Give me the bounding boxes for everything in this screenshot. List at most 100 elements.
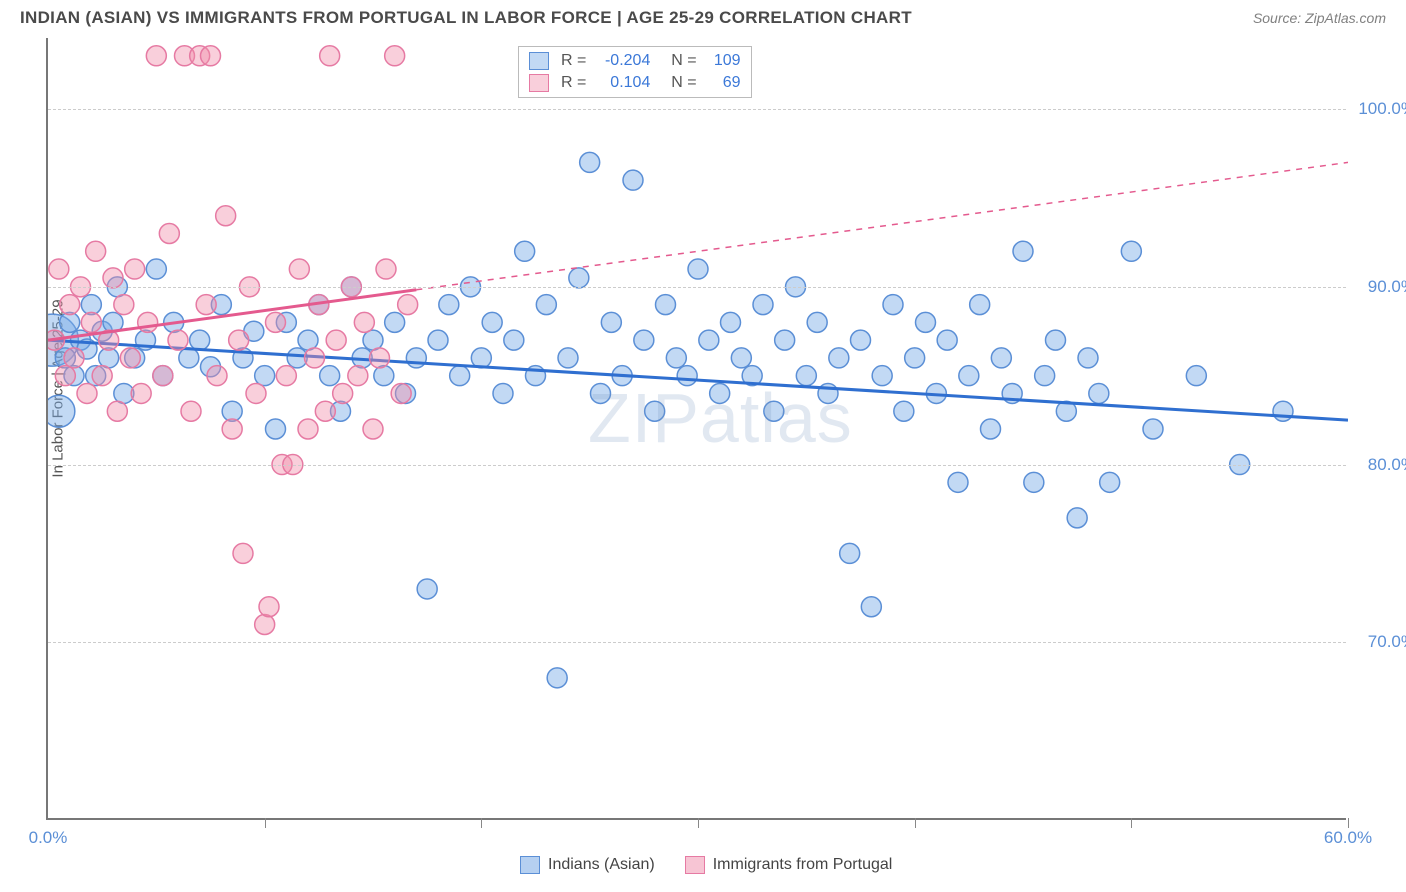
legend-label: Indians (Asian) — [548, 856, 655, 874]
gridline-h — [48, 287, 1346, 288]
chart-title: INDIAN (ASIAN) VS IMMIGRANTS FROM PORTUG… — [20, 8, 912, 28]
scatter-point — [385, 312, 405, 332]
scatter-point — [55, 366, 75, 386]
scatter-point — [731, 348, 751, 368]
scatter-point — [656, 295, 676, 315]
gridline-h — [48, 465, 1346, 466]
stats-legend-row: R = -0.204 N = 109 — [529, 50, 741, 72]
scatter-point — [417, 579, 437, 599]
scatter-point — [450, 366, 470, 386]
scatter-point — [894, 401, 914, 421]
stat-r-value: 0.104 — [594, 74, 650, 92]
scatter-point — [398, 295, 418, 315]
scatter-point — [439, 295, 459, 315]
scatter-point — [493, 383, 513, 403]
scatter-point — [764, 401, 784, 421]
scatter-point — [131, 383, 151, 403]
scatter-point — [64, 348, 84, 368]
x-tick-mark — [481, 818, 482, 828]
scatter-point — [222, 401, 242, 421]
scatter-point — [959, 366, 979, 386]
scatter-point — [775, 330, 795, 350]
scatter-point — [1273, 401, 1293, 421]
scatter-point — [601, 312, 621, 332]
scatter-point — [1046, 330, 1066, 350]
scatter-point — [558, 348, 578, 368]
scatter-point — [970, 295, 990, 315]
scatter-point — [677, 366, 697, 386]
stat-n-value: 109 — [705, 52, 741, 70]
stat-r-label: R = — [561, 52, 586, 70]
scatter-point — [1100, 472, 1120, 492]
scatter-point — [699, 330, 719, 350]
stat-n-label: N = — [662, 52, 696, 70]
scatter-point — [114, 295, 134, 315]
scatter-point — [233, 543, 253, 563]
scatter-point — [103, 268, 123, 288]
scatter-point — [1067, 508, 1087, 528]
x-tick-mark — [915, 818, 916, 828]
scatter-point — [406, 348, 426, 368]
scatter-point — [807, 312, 827, 332]
x-tick-label: 60.0% — [1324, 828, 1372, 848]
scatter-point — [991, 348, 1011, 368]
scatter-point — [99, 348, 119, 368]
x-tick-mark — [1348, 818, 1349, 828]
scatter-point — [883, 295, 903, 315]
stat-r-value: -0.204 — [594, 52, 650, 70]
scatter-point — [1143, 419, 1163, 439]
scatter-point — [179, 348, 199, 368]
scatter-point — [153, 366, 173, 386]
scatter-point — [1078, 348, 1098, 368]
scatter-point — [60, 312, 80, 332]
legend-swatch — [685, 856, 705, 874]
scatter-svg — [48, 38, 1348, 820]
source-label: Source: ZipAtlas.com — [1253, 10, 1386, 26]
scatter-point — [315, 401, 335, 421]
scatter-point — [81, 312, 101, 332]
scatter-point — [48, 395, 75, 427]
scatter-point — [504, 330, 524, 350]
scatter-point — [363, 330, 383, 350]
scatter-point — [201, 46, 221, 66]
scatter-point — [428, 330, 448, 350]
scatter-point — [1186, 366, 1206, 386]
legend-label: Immigrants from Portugal — [713, 856, 893, 874]
scatter-point — [120, 348, 140, 368]
scatter-point — [298, 330, 318, 350]
scatter-point — [354, 312, 374, 332]
scatter-point — [125, 259, 145, 279]
scatter-point — [168, 330, 188, 350]
legend-swatch — [529, 52, 549, 70]
scatter-point — [623, 170, 643, 190]
scatter-point — [1121, 241, 1141, 261]
scatter-point — [688, 259, 708, 279]
scatter-point — [569, 268, 589, 288]
scatter-point — [216, 206, 236, 226]
scatter-point — [1035, 366, 1055, 386]
scatter-point — [536, 295, 556, 315]
scatter-point — [515, 241, 535, 261]
legend-item: Immigrants from Portugal — [685, 856, 893, 874]
scatter-point — [276, 366, 296, 386]
scatter-point — [229, 330, 249, 350]
scatter-point — [937, 330, 957, 350]
stats-legend: R =-0.204 N =109R =0.104 N =69 — [518, 46, 752, 98]
x-tick-mark — [265, 818, 266, 828]
scatter-point — [666, 348, 686, 368]
chart-plot-area: ZIPatlas R =-0.204 N =109R =0.104 N =69 … — [46, 38, 1346, 820]
scatter-point — [289, 259, 309, 279]
scatter-point — [796, 366, 816, 386]
scatter-point — [916, 312, 936, 332]
scatter-point — [580, 152, 600, 172]
scatter-point — [333, 383, 353, 403]
scatter-point — [721, 312, 741, 332]
scatter-point — [222, 419, 242, 439]
scatter-point — [326, 330, 346, 350]
scatter-point — [948, 472, 968, 492]
scatter-point — [482, 312, 502, 332]
scatter-point — [1013, 241, 1033, 261]
scatter-point — [634, 330, 654, 350]
scatter-point — [92, 366, 112, 386]
trend-line — [48, 340, 1348, 420]
